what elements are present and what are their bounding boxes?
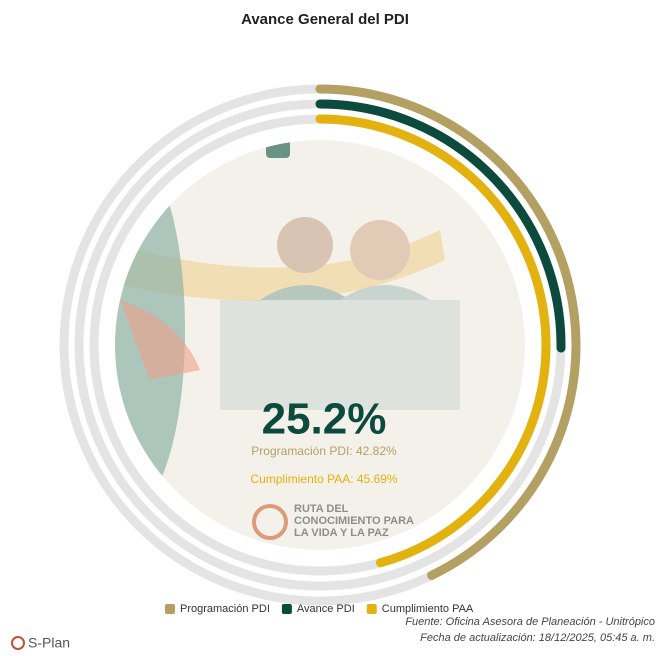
footer-updated: Fecha de actualización: 18/12/2025, 05:4…: [420, 632, 655, 644]
legend-label: Programación PDI: [180, 603, 270, 615]
legend-swatch: [165, 604, 175, 614]
logo: S-Plan: [28, 635, 70, 651]
plan-text: RUTA DEL: [294, 503, 349, 515]
chart: Avance General del PDI Unitrópico RUTA D…: [0, 0, 657, 651]
legend-label: Cumplimiento PAA: [382, 603, 474, 615]
value-label: Cumplimiento PAA: 45.69%: [250, 472, 398, 486]
page: Avance General del PDI Unitrópico RUTA D…: [0, 0, 657, 651]
plan-text: LA VIDA Y LA PAZ: [294, 527, 389, 539]
plan-text: CONOCIMIENTO PARA: [294, 515, 414, 527]
legend-swatch: [367, 604, 377, 614]
legend-label: Avance PDI: [297, 603, 355, 615]
footer-source: Fuente: Oficina Asesora de Planeación - …: [405, 616, 655, 628]
value-label: Programación PDI: 42.82%: [251, 444, 397, 458]
logo-icon: [12, 637, 24, 649]
chart-title: Avance General del PDI: [241, 11, 409, 28]
value-label: 25.2%: [262, 395, 387, 444]
legend-swatch: [282, 604, 292, 614]
